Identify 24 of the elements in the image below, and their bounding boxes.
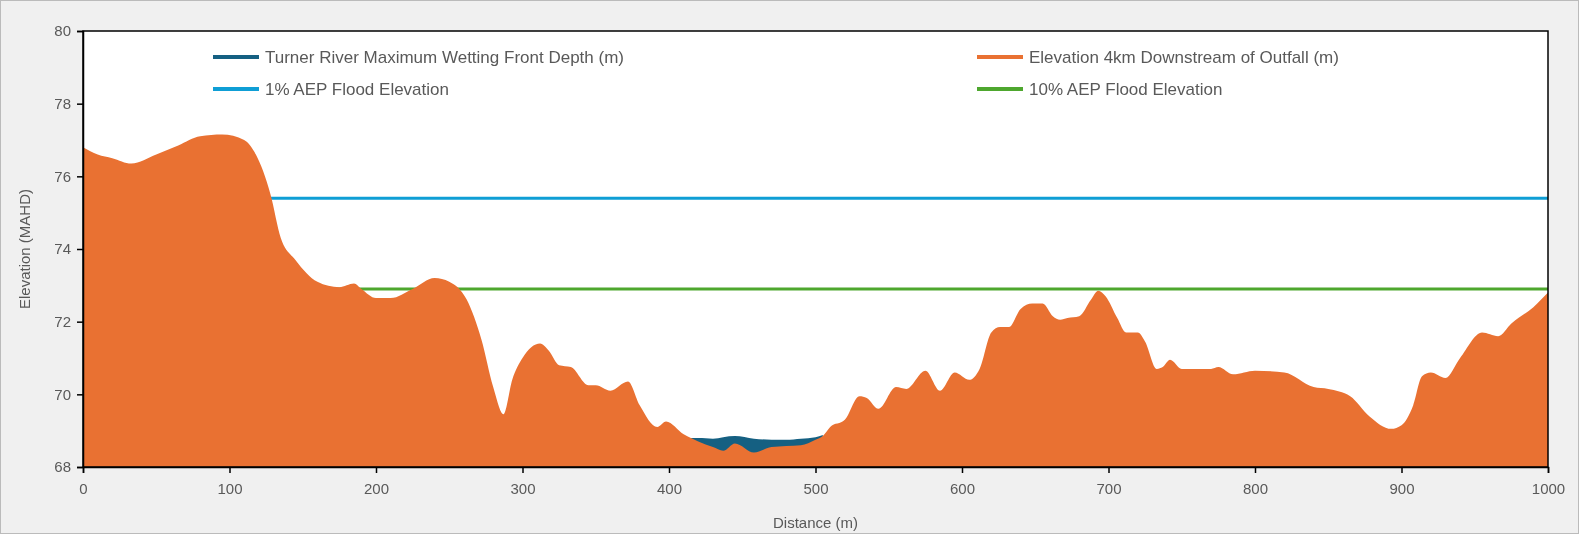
x-tick-label: 600 [949, 480, 976, 497]
x-tick-label: 200 [363, 480, 390, 497]
y-tick-label: 68 [54, 458, 71, 476]
x-tick-label: 0 [79, 480, 88, 497]
legend-label: Elevation 4km Downstream of Outfall (m) [1029, 47, 1339, 67]
y-axis-title: Elevation (MAHD) [16, 188, 33, 310]
x-tick-label: 300 [510, 480, 536, 497]
legend-label: 10% AEP Flood Elevation [1029, 79, 1223, 99]
x-tick-label: 900 [1389, 480, 1415, 497]
x-tick-label: 400 [656, 480, 683, 497]
x-tick-label: 500 [803, 480, 829, 497]
x-tick-label: 800 [1242, 480, 1269, 497]
legend-label: 1% AEP Flood Elevation [265, 79, 449, 99]
x-axis-title: Distance (m) [772, 514, 859, 531]
y-tick-label: 74 [54, 240, 71, 258]
x-tick-label: 1000 [1531, 480, 1566, 497]
legend-label: Turner River Maximum Wetting Front Depth (m) [265, 47, 624, 67]
y-tick-label: 72 [54, 312, 71, 330]
y-tick-label: 80 [54, 22, 71, 40]
x-tick-label: 100 [217, 480, 243, 497]
y-tick-label: 76 [54, 167, 71, 185]
y-tick-label: 78 [54, 94, 71, 112]
y-tick-label: 70 [54, 385, 71, 403]
x-tick-label: 700 [1096, 480, 1122, 497]
